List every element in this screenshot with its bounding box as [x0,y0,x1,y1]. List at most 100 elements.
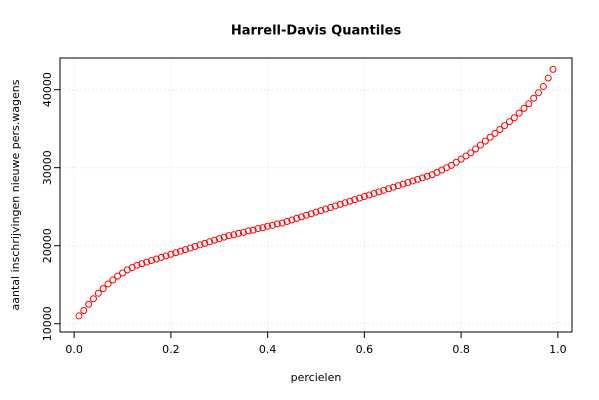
point [549,65,557,73]
point [89,295,97,303]
chart-title: Harrell-Davis Quantiles [231,24,402,39]
point [99,285,107,293]
y-tick-label: 40000 [41,72,54,107]
x-tick-label: 0.6 [356,343,374,356]
point [162,252,170,260]
point [544,74,552,82]
point [254,225,262,233]
point [476,141,484,149]
point [235,229,243,237]
point [385,185,393,193]
point [302,211,310,219]
point [520,104,528,112]
point [230,231,238,239]
point [167,250,175,258]
y-tick-label: 20000 [41,228,54,263]
point [191,242,199,250]
point [94,289,102,297]
x-tick-label: 0.4 [259,343,277,356]
y-tick-label: 30000 [41,150,54,185]
point [244,227,252,235]
point [481,137,489,145]
point [220,233,228,241]
point [409,177,417,185]
point [505,118,513,126]
point [225,232,233,240]
point [472,145,480,153]
point [525,100,533,108]
point [85,300,93,308]
point [380,186,388,194]
point [249,226,257,234]
point [293,214,301,222]
point [467,149,475,157]
point [336,200,344,208]
point [215,235,223,243]
point [462,152,470,160]
point [264,222,272,230]
point [356,194,364,202]
point [535,89,543,97]
point [297,213,305,221]
point [104,280,112,288]
point [278,219,286,227]
point [288,216,296,224]
point [327,203,335,211]
y-tick-label: 10000 [41,306,54,341]
point [186,244,194,252]
point [486,133,494,141]
point [75,312,83,320]
point [206,238,214,246]
point [515,109,523,117]
point [404,179,412,187]
point [418,174,426,182]
point [181,246,189,254]
point [239,228,247,236]
point [119,269,127,277]
point [148,257,156,265]
point [539,83,547,91]
point [307,210,315,218]
point [157,253,165,261]
point [447,161,455,169]
point [201,239,209,247]
point [423,172,431,180]
point [210,236,218,244]
point [365,191,373,199]
point [273,220,281,228]
point [143,258,151,266]
point [80,306,88,314]
point [268,221,276,229]
point [530,94,538,102]
x-axis-label: percielen [291,371,342,384]
point [414,175,422,183]
point [172,249,180,257]
point [322,205,330,213]
point [312,208,320,216]
point [138,260,146,268]
x-tick-label: 0.2 [162,343,180,356]
point [177,247,185,255]
point [331,202,339,210]
point [375,188,383,196]
point [452,158,460,166]
point [351,196,359,204]
point [389,183,397,191]
x-tick-label: 0.0 [65,343,83,356]
point [394,182,402,190]
point [341,199,349,207]
point [496,125,504,133]
point [259,224,267,232]
x-tick-label: 1.0 [549,343,567,356]
point [491,129,499,137]
point [152,255,160,263]
point [399,180,407,188]
point [317,207,325,215]
point [196,241,204,249]
plot-frame [59,57,573,333]
point [457,155,465,163]
y-axis-label: aantal inschrijvingen nieuwe pers.wagens [9,79,22,310]
point [133,261,141,269]
